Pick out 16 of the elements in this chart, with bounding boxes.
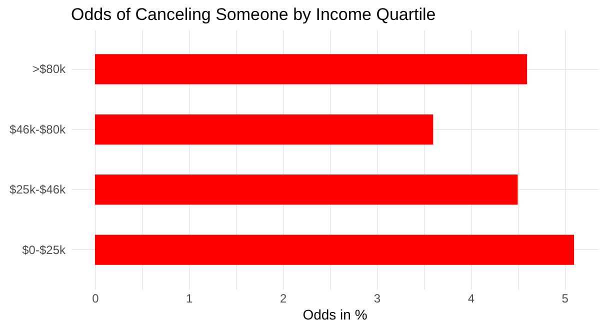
y-tick-label: $25k-$46k	[9, 182, 66, 197]
y-tick-label: $0-$25k	[22, 242, 66, 257]
x-tick-label: 5	[562, 292, 569, 306]
bar	[94, 114, 434, 144]
x-axis-title: Odds in %	[302, 306, 368, 322]
bar	[94, 174, 518, 205]
y-tick-label: $46k-$80k	[9, 122, 66, 136]
x-tick-label: 2	[280, 292, 287, 306]
x-tick-label: 1	[186, 292, 194, 306]
y-tick-label: >$80k	[32, 62, 66, 76]
chart-title: Odds of Canceling Someone by Income Quartile	[71, 5, 436, 24]
x-tick-label: 4	[468, 292, 475, 306]
x-tick-label: 3	[374, 292, 381, 306]
bar	[94, 54, 528, 84]
x-tick-label: 0	[92, 292, 100, 306]
bar	[94, 234, 574, 265]
